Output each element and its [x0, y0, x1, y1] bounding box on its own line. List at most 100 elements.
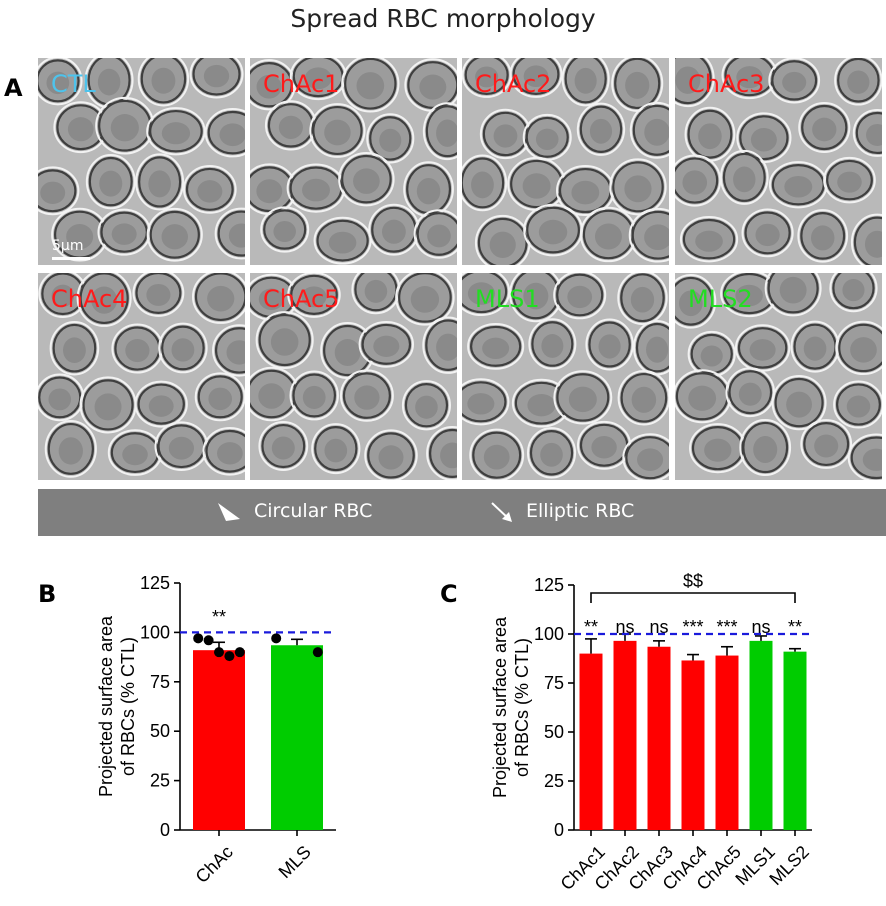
cell-halo: [739, 418, 792, 477]
cell-halo: [135, 153, 185, 211]
cell-center: [99, 170, 123, 197]
cell-center: [256, 179, 283, 204]
cell-halo: [553, 370, 613, 425]
cell-center: [862, 448, 882, 471]
y-axis-label-line: of RBCs (% CTL): [118, 637, 138, 776]
cell-halo: [422, 102, 457, 161]
cell-center: [146, 283, 171, 306]
cell-halo: [38, 373, 85, 422]
chart-c: Projected surface area of RBCs (% CTL) 0 25…: [460, 565, 880, 906]
cell-center: [111, 223, 137, 245]
cell-center: [749, 339, 776, 361]
tile-label: ChAc1: [263, 70, 340, 98]
cell-halo: [847, 433, 882, 480]
cell-center: [755, 223, 780, 247]
cell-halo: [49, 320, 100, 376]
x-tick-label: MLS: [275, 842, 315, 882]
cell-halo: [146, 107, 206, 156]
panel-c-letter: C: [440, 580, 458, 608]
cell-halo: [797, 209, 849, 263]
cell-center: [591, 436, 617, 459]
cell-center: [695, 230, 723, 252]
cell-center: [51, 284, 75, 307]
cell-center: [256, 74, 282, 99]
cell-center: [66, 224, 94, 250]
micrograph-chac2: ChAc2: [462, 58, 669, 265]
cell-center: [148, 395, 174, 417]
significance-label: **: [584, 617, 598, 637]
tile-label: MLS2: [688, 285, 753, 313]
cell-halo: [609, 158, 667, 216]
y-tick-label: 50: [150, 721, 170, 741]
chart-c-svg: Projected surface area of RBCs (% CTL) 0 25…: [490, 571, 813, 894]
cell-center: [379, 128, 402, 153]
cell-halo: [833, 380, 882, 429]
micrograph-grid: CTL 5μm ChAc1 ChAc2 ChAc3 ChAc4 ChAc5 ML…: [38, 58, 886, 482]
legend-bar: Circular RBC Elliptic RBC: [38, 489, 886, 536]
cell-center: [782, 71, 807, 93]
cell-halo: [834, 58, 882, 106]
group-bracket: [590, 592, 796, 603]
significance-label: ns: [649, 617, 668, 637]
cell-center: [489, 231, 516, 259]
cell-halo: [189, 58, 244, 99]
cell-halo: [467, 322, 525, 370]
cell-halo: [38, 58, 83, 106]
cell-center: [750, 127, 777, 152]
cell-halo: [617, 273, 668, 326]
cell-center: [62, 337, 86, 363]
cell-center: [168, 436, 194, 460]
cell-center: [522, 173, 551, 199]
cell-center: [328, 231, 357, 254]
cell-halo: [404, 58, 457, 112]
cell-center: [67, 117, 94, 142]
cell-center: [700, 345, 723, 367]
significance-label: **: [788, 617, 802, 637]
scale-bar-label: 5μm: [52, 238, 84, 254]
x-tick-label: ChAc: [192, 842, 237, 887]
cell-halo: [835, 320, 882, 376]
cell-center: [523, 65, 549, 88]
cell-center: [40, 181, 66, 205]
cell-center: [625, 71, 650, 99]
cell-halo: [628, 207, 669, 263]
cell-center: [471, 171, 494, 199]
cell-halo: [528, 318, 577, 370]
bar: [681, 660, 705, 830]
cell-halo: [800, 419, 853, 469]
cell-halo: [339, 369, 394, 422]
cell-center: [735, 284, 763, 307]
cell-halo: [287, 273, 341, 318]
cell-center: [228, 223, 245, 248]
cell-halo: [76, 273, 132, 327]
figure-title: Spread RBC morphology: [290, 4, 596, 33]
cell-halo: [469, 428, 525, 480]
cell-center: [598, 334, 621, 359]
cell-center: [436, 119, 457, 147]
y-tick-label: 100: [534, 624, 564, 644]
cell-halo: [341, 58, 400, 113]
cell-halo: [250, 59, 296, 111]
cell-center: [353, 168, 380, 194]
chart-b-svg: Projected surface area of RBCs (% CTL) 0 25…: [96, 573, 336, 887]
cell-center: [171, 338, 195, 362]
y-axis-label: Projected surface area of RBCs (% CTL): [490, 616, 532, 798]
data-point: [224, 651, 235, 662]
cell-center: [151, 67, 176, 94]
bar: [193, 650, 245, 830]
scale-bar: 5μm: [52, 238, 90, 260]
cell-center: [631, 386, 657, 413]
cell-halo: [850, 213, 882, 265]
cell-center: [738, 382, 762, 406]
cell-center: [568, 386, 597, 413]
cell-halo: [401, 380, 451, 431]
cell-center: [846, 395, 871, 418]
cell-halo: [741, 208, 794, 258]
micrograph-chac3: ChAc3: [675, 58, 882, 265]
cell-center: [475, 66, 499, 88]
y-axis-label-line: Projected surface area: [490, 616, 510, 798]
cell-center: [784, 175, 813, 198]
cell-halo: [823, 156, 876, 204]
cell-halo: [509, 58, 563, 98]
cell-halo: [629, 101, 669, 159]
